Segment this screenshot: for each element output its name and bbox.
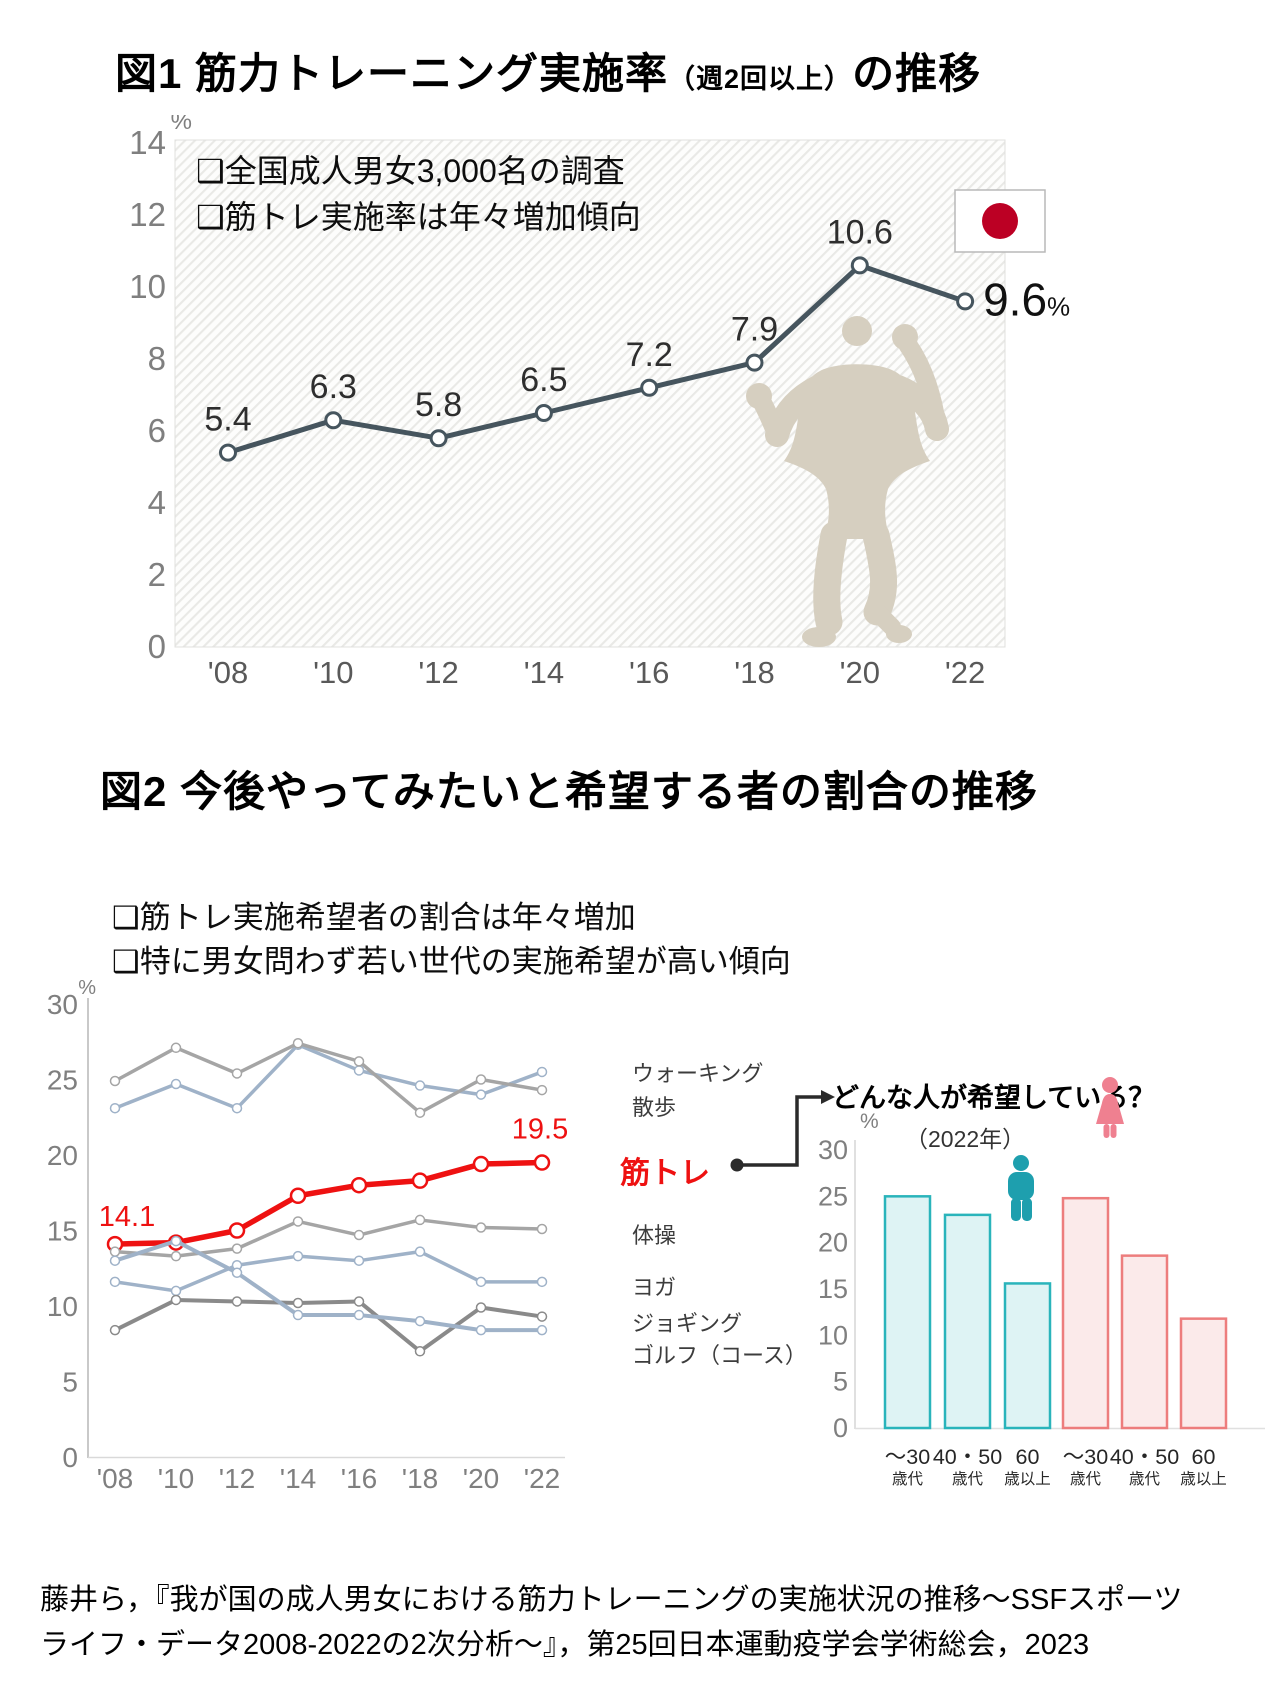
series-label-kintore: 筋トレ bbox=[620, 1157, 710, 1190]
figure2-line-chart: 0 5 10 15 20 25 30% '08 '10 '12 '14 '16 '18 '20 '22 14.… bbox=[47, 980, 568, 1494]
svg-text:19.5: 19.5 bbox=[512, 1114, 568, 1146]
citation: 藤井ら，『我が国の成人男女における筋力トレーニングの実施状況の推移～SSFスポー… bbox=[40, 1584, 1183, 1661]
svg-text:'18: '18 bbox=[402, 1463, 439, 1494]
svg-text:%: % bbox=[78, 980, 96, 999]
svg-text:40・50: 40・50 bbox=[933, 1445, 1002, 1469]
japan-flag-icon bbox=[954, 189, 1046, 253]
series-label-golf: ゴルフ（コース） bbox=[632, 1343, 807, 1368]
svg-text:14.1: 14.1 bbox=[99, 1201, 155, 1233]
svg-text:10: 10 bbox=[47, 1291, 78, 1322]
svg-text:歳代: 歳代 bbox=[1070, 1470, 1102, 1488]
svg-text:8: 8 bbox=[148, 340, 166, 377]
svg-text:'22: '22 bbox=[945, 655, 985, 690]
svg-text:10: 10 bbox=[818, 1320, 848, 1350]
svg-text:6.5: 6.5 bbox=[520, 361, 567, 399]
female-icon bbox=[1096, 1077, 1124, 1138]
svg-text:40・50: 40・50 bbox=[1110, 1445, 1179, 1469]
svg-text:歳代: 歳代 bbox=[892, 1470, 924, 1488]
svg-text:'10: '10 bbox=[158, 1463, 195, 1494]
svg-text:'22: '22 bbox=[524, 1463, 561, 1494]
figure1-title: 図1 筋力トレーニング実施率（週2回以上）の推移 bbox=[115, 40, 981, 101]
svg-text:%: % bbox=[171, 115, 192, 135]
svg-text:25: 25 bbox=[47, 1065, 78, 1096]
figure1-title-paren: （週2回以上） bbox=[668, 64, 853, 94]
svg-text:5.8: 5.8 bbox=[415, 386, 462, 424]
figure1-title-suffix: の推移 bbox=[852, 50, 982, 97]
svg-text:'10: '10 bbox=[313, 655, 353, 690]
svg-text:30: 30 bbox=[818, 1135, 848, 1165]
figure1-note-2: ❑筋トレ実施率は年々増加傾向 bbox=[196, 199, 641, 235]
svg-text:歳以上: 歳以上 bbox=[1004, 1470, 1051, 1488]
svg-text:歳代: 歳代 bbox=[1129, 1470, 1161, 1488]
series-label-sanpo: 散歩 bbox=[632, 1095, 677, 1120]
svg-text:'16: '16 bbox=[629, 655, 669, 690]
svg-text:5: 5 bbox=[833, 1367, 848, 1397]
svg-text:'08: '08 bbox=[97, 1463, 134, 1494]
svg-text:'16: '16 bbox=[341, 1463, 378, 1494]
figure1-note-1: ❑全国成人男女3,000名の調査 bbox=[196, 153, 625, 189]
series-label-taiso: 体操 bbox=[632, 1223, 677, 1248]
svg-text:2: 2 bbox=[148, 556, 166, 593]
svg-text:20: 20 bbox=[818, 1228, 848, 1258]
connector-arrow-icon bbox=[730, 1090, 835, 1172]
figure2-bar-chart: 051015202530%～30歳代40・50歳代60歳以上～30歳代40・50… bbox=[818, 1077, 1265, 1488]
svg-text:0: 0 bbox=[62, 1442, 78, 1473]
svg-text:歳以上: 歳以上 bbox=[1180, 1470, 1227, 1488]
series-label-walking: ウォーキング bbox=[632, 1061, 764, 1086]
svg-text:～30: ～30 bbox=[1063, 1445, 1108, 1469]
series-label-jogging: ジョギング bbox=[632, 1311, 743, 1336]
figure2-note-1: ❑筋トレ実施希望者の割合は年々増加 bbox=[112, 900, 636, 935]
figure1-line-chart: 0 2 4 6 8 10 12 14% '08 '10 '12 '14 '16 '18 '20 '22 5.4 6… bbox=[129, 115, 1070, 690]
bodybuilder-silhouette-icon bbox=[746, 316, 949, 647]
svg-text:4: 4 bbox=[148, 484, 166, 521]
svg-text:60: 60 bbox=[1192, 1445, 1216, 1469]
svg-text:'14: '14 bbox=[524, 655, 564, 690]
svg-text:14: 14 bbox=[129, 124, 166, 161]
svg-text:'08: '08 bbox=[208, 655, 248, 690]
svg-text:歳代: 歳代 bbox=[952, 1470, 984, 1488]
figure2-question-year: （2022年） bbox=[905, 1126, 1026, 1152]
svg-text:12: 12 bbox=[129, 196, 166, 233]
svg-text:7.9: 7.9 bbox=[731, 311, 778, 349]
figure1-notes: ❑全国成人男女3,000名の調査 ❑筋トレ実施率は年々増加傾向 bbox=[196, 148, 641, 240]
svg-text:%: % bbox=[860, 1110, 879, 1133]
series-label-yoga: ヨガ bbox=[632, 1275, 677, 1300]
svg-text:0: 0 bbox=[833, 1413, 848, 1443]
figure2-note-2: ❑特に男女問わず若い世代の実施希望が高い傾向 bbox=[112, 944, 791, 979]
figure1-title-main: 図1 筋力トレーニング実施率 bbox=[115, 50, 669, 97]
svg-text:25: 25 bbox=[818, 1181, 848, 1211]
svg-text:15: 15 bbox=[818, 1274, 848, 1304]
svg-text:7.2: 7.2 bbox=[626, 336, 673, 374]
svg-text:10.6: 10.6 bbox=[827, 213, 893, 251]
svg-text:10: 10 bbox=[129, 268, 166, 305]
svg-text:'20: '20 bbox=[840, 655, 880, 690]
figure2-title: 図2 今後やってみたいと希望する者の割合の推移 bbox=[100, 768, 1038, 815]
svg-text:6.3: 6.3 bbox=[310, 368, 357, 406]
svg-text:'14: '14 bbox=[280, 1463, 317, 1494]
svg-text:0: 0 bbox=[148, 628, 166, 665]
svg-text:9.6%: 9.6% bbox=[983, 273, 1070, 325]
svg-text:15: 15 bbox=[47, 1216, 78, 1247]
svg-text:'20: '20 bbox=[463, 1463, 500, 1494]
svg-text:'18: '18 bbox=[734, 655, 774, 690]
svg-text:5.4: 5.4 bbox=[204, 401, 251, 439]
svg-text:6: 6 bbox=[148, 412, 166, 449]
svg-text:～30: ～30 bbox=[885, 1445, 930, 1469]
svg-text:20: 20 bbox=[47, 1140, 78, 1171]
svg-text:'12: '12 bbox=[219, 1463, 256, 1494]
svg-text:30: 30 bbox=[47, 989, 78, 1020]
svg-text:5: 5 bbox=[62, 1367, 78, 1398]
svg-text:'12: '12 bbox=[418, 655, 458, 690]
svg-text:60: 60 bbox=[1016, 1445, 1040, 1469]
figure2-notes: ❑筋トレ実施希望者の割合は年々増加 ❑特に男女問わず若い世代の実施希望が高い傾向 bbox=[112, 896, 791, 984]
male-icon bbox=[1008, 1155, 1034, 1221]
